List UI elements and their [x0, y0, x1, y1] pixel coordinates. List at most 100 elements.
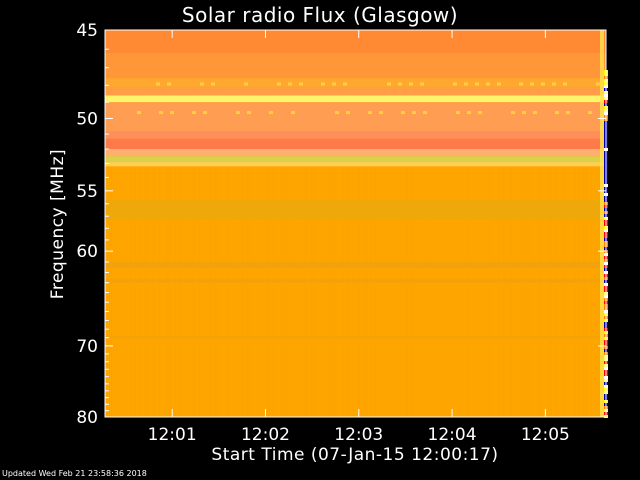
x-tick-label: 12:04	[428, 425, 477, 445]
frequency-band	[105, 262, 606, 269]
texture-column	[511, 167, 512, 417]
burst-dot	[409, 82, 413, 86]
frequency-band	[105, 162, 606, 167]
texture-column	[517, 167, 518, 417]
texture-column	[565, 167, 566, 417]
texture-column	[413, 167, 414, 417]
frequency-band	[105, 52, 606, 79]
burst-dot	[368, 111, 372, 115]
texture-column	[599, 167, 600, 417]
y-tick-label: 70	[76, 337, 98, 357]
texture-column	[405, 167, 406, 417]
burst-dot	[467, 111, 471, 115]
frequency-band	[105, 95, 606, 103]
texture-column	[215, 167, 216, 417]
burst-dot	[346, 111, 350, 115]
texture-column	[269, 167, 270, 417]
texture-column	[521, 167, 522, 417]
x-tick-label: 12:01	[148, 425, 197, 445]
burst-dot	[277, 82, 281, 86]
texture-column	[381, 167, 382, 417]
texture-column	[273, 167, 274, 417]
burst-dot	[156, 82, 160, 86]
frequency-band	[105, 87, 606, 96]
texture-column	[333, 167, 334, 417]
burst-dot	[291, 111, 295, 115]
texture-column	[401, 167, 402, 417]
texture-column	[583, 167, 584, 417]
texture-column	[293, 167, 294, 417]
texture-column	[313, 167, 314, 417]
frequency-band	[105, 149, 606, 157]
texture-column	[311, 167, 312, 417]
texture-column	[335, 167, 336, 417]
texture-column	[407, 167, 408, 417]
texture-column	[551, 167, 552, 417]
plot-frame	[104, 29, 607, 418]
burst-dot	[497, 82, 501, 86]
burst-dot	[211, 82, 215, 86]
frequency-band	[105, 138, 606, 150]
burst-dot	[453, 82, 457, 86]
texture-column	[575, 167, 576, 417]
texture-column	[125, 167, 126, 417]
burst-dot	[596, 82, 600, 86]
texture-column	[217, 167, 218, 417]
burst-dot	[555, 111, 559, 115]
burst-dot	[511, 111, 515, 115]
frequency-band	[105, 156, 606, 163]
texture-column	[139, 167, 140, 417]
frequency-band	[105, 278, 606, 283]
frequency-band	[105, 199, 606, 220]
texture-column	[159, 167, 160, 417]
burst-dot	[566, 111, 570, 115]
edge-yellow-strip	[600, 30, 604, 417]
burst-dot	[203, 111, 207, 115]
spectrogram-heatmap	[105, 30, 606, 417]
burst-dot	[486, 82, 490, 86]
texture-column	[371, 167, 372, 417]
texture-column	[541, 167, 542, 417]
x-axis-label: Start Time (07-Jan-15 12:00:17)	[211, 445, 499, 465]
burst-dot	[379, 111, 383, 115]
chart-title: Solar radio Flux (Glasgow)	[181, 3, 459, 27]
texture-column	[525, 167, 526, 417]
y-tick-label: 45	[76, 21, 98, 41]
updated-timestamp: Updated Wed Feb 21 23:58:36 2018	[2, 469, 147, 478]
frequency-band	[105, 102, 606, 131]
texture-column	[181, 167, 182, 417]
texture-column	[147, 167, 148, 417]
burst-dot	[244, 82, 248, 86]
texture-column	[169, 167, 170, 417]
texture-column	[241, 167, 242, 417]
texture-column	[549, 167, 550, 417]
burst-dot	[269, 111, 273, 115]
texture-column	[409, 167, 410, 417]
texture-column	[363, 167, 364, 417]
texture-column	[591, 167, 592, 417]
texture-column	[353, 167, 354, 417]
texture-column	[179, 167, 180, 417]
burst-dot	[563, 82, 567, 86]
texture-column	[563, 167, 564, 417]
burst-dot	[387, 82, 391, 86]
texture-column	[193, 167, 194, 417]
texture-column	[315, 167, 316, 417]
burst-dot	[137, 111, 141, 115]
burst-dot	[247, 111, 251, 115]
texture-column	[539, 167, 540, 417]
texture-column	[153, 167, 154, 417]
texture-column	[331, 167, 332, 417]
texture-column	[347, 167, 348, 417]
texture-column	[209, 167, 210, 417]
texture-column	[111, 167, 112, 417]
y-tick-label: 55	[76, 182, 98, 202]
texture-column	[305, 167, 306, 417]
burst-dot	[321, 82, 325, 86]
texture-column	[199, 167, 200, 417]
texture-column	[561, 167, 562, 417]
x-tick-label: 12:05	[521, 425, 570, 445]
texture-column	[243, 167, 244, 417]
burst-dot	[159, 111, 163, 115]
